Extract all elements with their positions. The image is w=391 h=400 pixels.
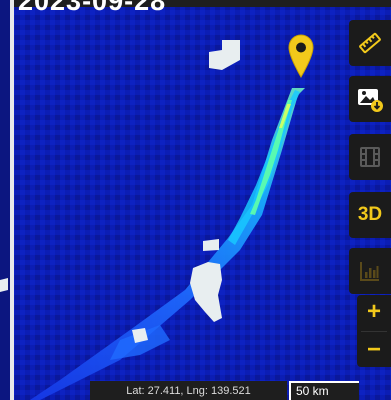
zoom-divider [361,331,387,332]
animation-button[interactable] [349,134,391,180]
date-label: 2023-09-28 [18,0,166,12]
zoom-out-button[interactable]: − [357,333,391,367]
zoom-in-button[interactable]: + [357,295,391,329]
scale-bar: 50 km [289,381,359,400]
download-image-button[interactable] [349,76,391,122]
chart-button[interactable] [349,248,391,294]
bar-chart-icon [358,259,382,283]
3d-view-button[interactable]: 3D [349,192,391,238]
map-background [14,0,391,400]
measure-button[interactable] [349,20,391,66]
ruler-icon [358,31,382,55]
cursor-coordinates: Lat: 27.411, Lng: 139.521 [90,381,287,400]
map-pin-icon [288,34,314,78]
location-marker[interactable] [288,34,314,78]
image-download-icon [356,85,384,113]
zoom-control: + − [357,295,391,367]
film-icon [358,145,382,169]
